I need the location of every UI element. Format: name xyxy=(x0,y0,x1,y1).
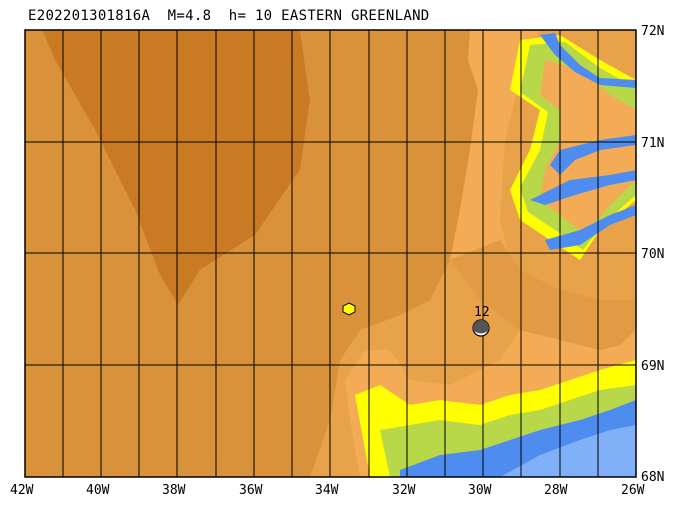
lat-label-68n: 68N xyxy=(641,470,664,485)
lat-label-71n: 71N xyxy=(641,136,664,151)
deep-water-s xyxy=(500,425,636,477)
station-marker[interactable] xyxy=(472,319,490,337)
midland-region xyxy=(450,240,636,350)
lon-label-40w: 40W xyxy=(86,483,110,498)
lon-label-28w: 28W xyxy=(544,483,568,498)
lon-label-30w: 30W xyxy=(468,483,492,498)
lon-label-38w: 38W xyxy=(162,483,186,498)
lon-label-32w: 32W xyxy=(392,483,416,498)
deep-ice-region xyxy=(42,30,310,305)
map-frame xyxy=(24,29,637,478)
fjord-water xyxy=(540,33,636,88)
lat-label-70n: 70N xyxy=(641,247,664,262)
fjord-water xyxy=(545,205,636,250)
fjord-water xyxy=(550,135,636,175)
lon-label-36w: 36W xyxy=(239,483,263,498)
station-label: 12 xyxy=(474,305,490,320)
lon-label-34w: 34W xyxy=(315,483,339,498)
graticule xyxy=(25,30,636,477)
lat-label-72n: 72N xyxy=(641,24,664,39)
lon-label-42w: 42W xyxy=(10,483,34,498)
fjord-water xyxy=(530,170,636,205)
map-title: E202201301816A M=4.8 h= 10 EASTERN GREEN… xyxy=(28,8,430,24)
epicenter-marker[interactable] xyxy=(342,302,356,316)
lon-label-26w: 26W xyxy=(621,483,645,498)
lat-label-69n: 69N xyxy=(641,359,664,374)
